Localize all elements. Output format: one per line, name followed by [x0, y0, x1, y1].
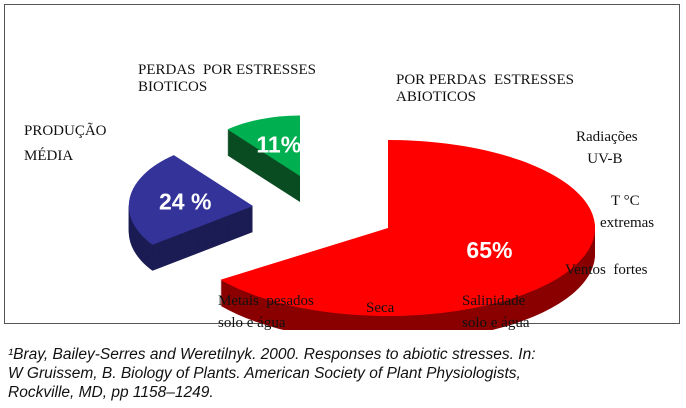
label-bioticos-line2: BIOTICOS [138, 79, 208, 95]
pie-slice-label: 65% [466, 237, 512, 263]
annotation-radiacoes: Radiações UV-B [576, 129, 638, 167]
label-producao: PRODUÇÃO MÉDIA [24, 119, 107, 169]
annotation-ventos: Ventos fortes [565, 262, 648, 278]
annotation-metais: Metais pesados solo e água [218, 293, 314, 331]
reference-line3: Rockville, MD, pp 1158–1249. [8, 384, 214, 401]
annotation-seca: Seca [366, 300, 395, 316]
reference-citation: ¹Bray, Bailey-Serres and Weretilnyk. 200… [8, 345, 536, 402]
pie-slice-label: 11% [256, 132, 301, 158]
pie-slice-top [128, 155, 253, 245]
label-bioticos-line1: PERDAS POR ESTRESSES [138, 62, 316, 78]
label-producao-line1: PRODUÇÃO [24, 123, 107, 139]
pie-slice-2: 24 % [128, 155, 253, 271]
pie-slice-3: 11% [227, 115, 301, 202]
label-abioticos: POR PERDAS ESTRESSES ABIOTICOS [396, 72, 574, 106]
pie-slice-top [220, 140, 595, 316]
pie-slice-top [227, 115, 300, 176]
pie-slice-1: 65% [220, 140, 595, 330]
label-producao-line2: MÉDIA [24, 148, 74, 164]
annotation-salinidade: Salinidade solo e água [462, 293, 530, 331]
annotation-temperatura: T °C extremas [600, 193, 655, 231]
label-abioticos-line1: POR PERDAS ESTRESSES [396, 72, 574, 88]
reference-line2: W Gruissem, B. Biology of Plants. Americ… [8, 365, 521, 382]
reference-line1: ¹Bray, Bailey-Serres and Weretilnyk. 200… [8, 346, 536, 363]
pie-slice-label: 24 % [159, 188, 211, 214]
label-bioticos: PERDAS POR ESTRESSES BIOTICOS [138, 62, 316, 96]
label-abioticos-line2: ABIOTICOS [396, 89, 477, 105]
pie-chart: 65% 24 % 11% [128, 115, 595, 330]
